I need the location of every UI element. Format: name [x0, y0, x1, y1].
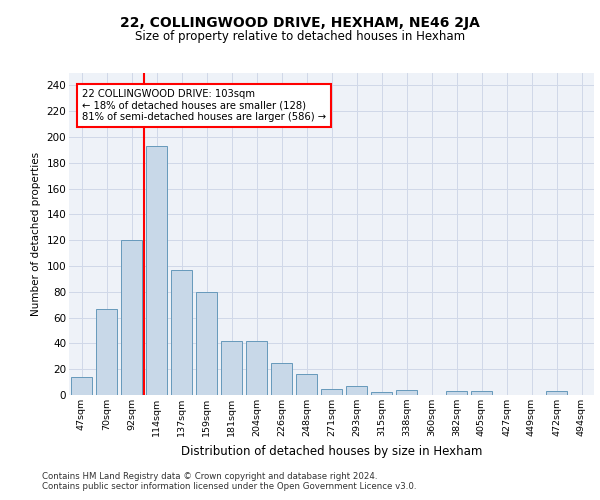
Text: 22, COLLINGWOOD DRIVE, HEXHAM, NE46 2JA: 22, COLLINGWOOD DRIVE, HEXHAM, NE46 2JA — [120, 16, 480, 30]
Y-axis label: Number of detached properties: Number of detached properties — [31, 152, 41, 316]
Text: Contains public sector information licensed under the Open Government Licence v3: Contains public sector information licen… — [42, 482, 416, 491]
Bar — [171, 270, 192, 395]
Bar — [146, 146, 167, 395]
X-axis label: Distribution of detached houses by size in Hexham: Distribution of detached houses by size … — [181, 444, 482, 458]
Bar — [96, 308, 117, 395]
Bar — [196, 292, 217, 395]
Bar — [271, 363, 292, 395]
Bar — [546, 391, 567, 395]
Text: 22 COLLINGWOOD DRIVE: 103sqm
← 18% of detached houses are smaller (128)
81% of s: 22 COLLINGWOOD DRIVE: 103sqm ← 18% of de… — [82, 90, 326, 122]
Bar — [296, 374, 317, 395]
Bar — [121, 240, 142, 395]
Bar — [396, 390, 417, 395]
Bar — [471, 391, 492, 395]
Bar — [346, 386, 367, 395]
Bar — [371, 392, 392, 395]
Bar — [321, 388, 342, 395]
Bar — [71, 377, 92, 395]
Text: Contains HM Land Registry data © Crown copyright and database right 2024.: Contains HM Land Registry data © Crown c… — [42, 472, 377, 481]
Bar — [221, 341, 242, 395]
Bar — [246, 341, 267, 395]
Bar — [446, 391, 467, 395]
Text: Size of property relative to detached houses in Hexham: Size of property relative to detached ho… — [135, 30, 465, 43]
